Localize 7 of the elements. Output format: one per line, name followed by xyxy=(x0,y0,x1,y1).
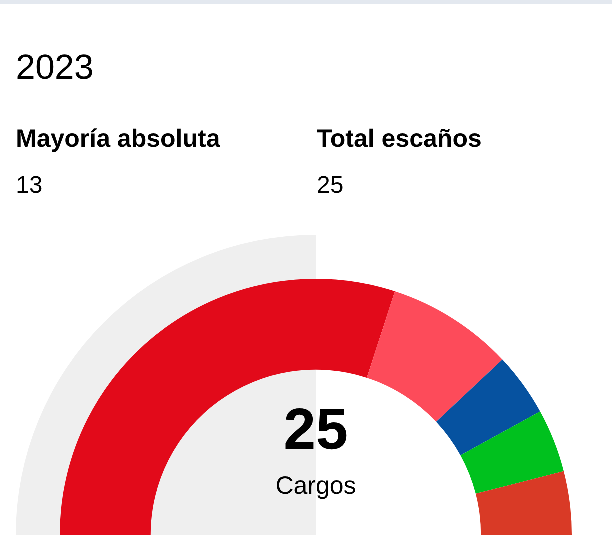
text: Total escaños xyxy=(317,125,482,153)
text: Mayoría absoluta xyxy=(16,125,220,153)
text: 13 xyxy=(16,172,43,199)
text: 25 xyxy=(284,397,348,462)
text: 25 xyxy=(317,172,344,199)
chart-title: 2023 xyxy=(16,48,94,87)
text: Cargos xyxy=(276,472,356,500)
